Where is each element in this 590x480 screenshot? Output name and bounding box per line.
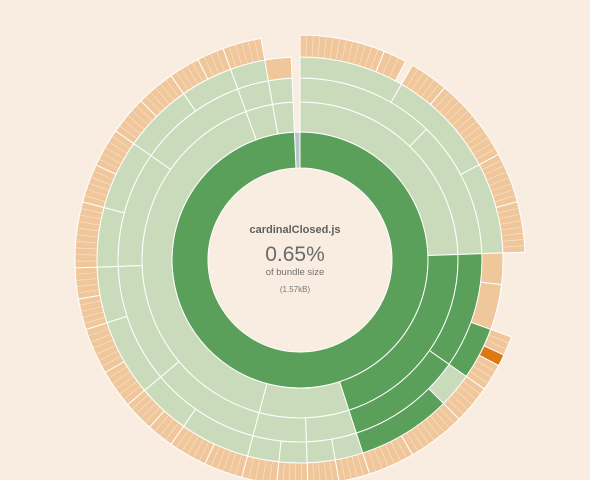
sunburst-arc-depth4-9[interactable] <box>305 438 336 464</box>
selected-percentage: 0.65% <box>265 243 325 266</box>
sunburst-arc-depth5-13[interactable] <box>306 459 340 480</box>
outer-ring-subdivisions <box>75 35 525 480</box>
selected-size: (1.57kB) <box>279 285 311 294</box>
sunburst-arc-depth3-11[interactable] <box>267 77 294 105</box>
sunburst-arc-depth4-10[interactable] <box>278 440 308 464</box>
sunburst-arc-depth5-14[interactable] <box>276 461 309 480</box>
selected-file-name: cardinalClosed.js <box>249 224 341 236</box>
percentage-label: of bundle size <box>265 267 325 278</box>
sunburst-arc-depth4-21[interactable] <box>264 56 293 82</box>
